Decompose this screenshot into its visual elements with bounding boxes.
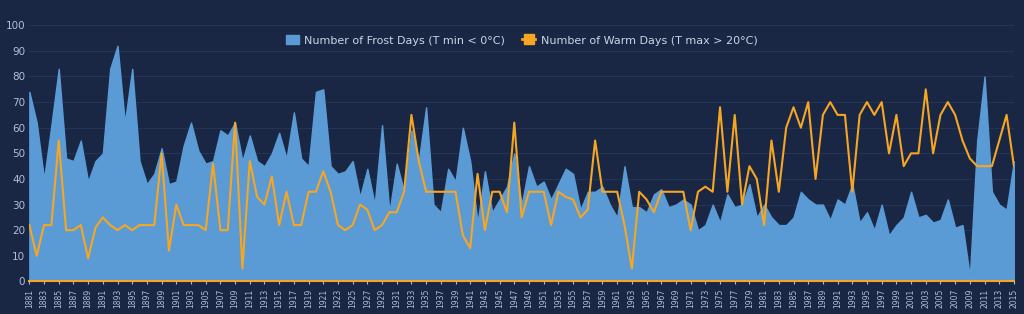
Legend: Number of Frost Days (T min < 0°C), Number of Warm Days (T max > 20°C): Number of Frost Days (T min < 0°C), Numb…: [282, 31, 762, 50]
